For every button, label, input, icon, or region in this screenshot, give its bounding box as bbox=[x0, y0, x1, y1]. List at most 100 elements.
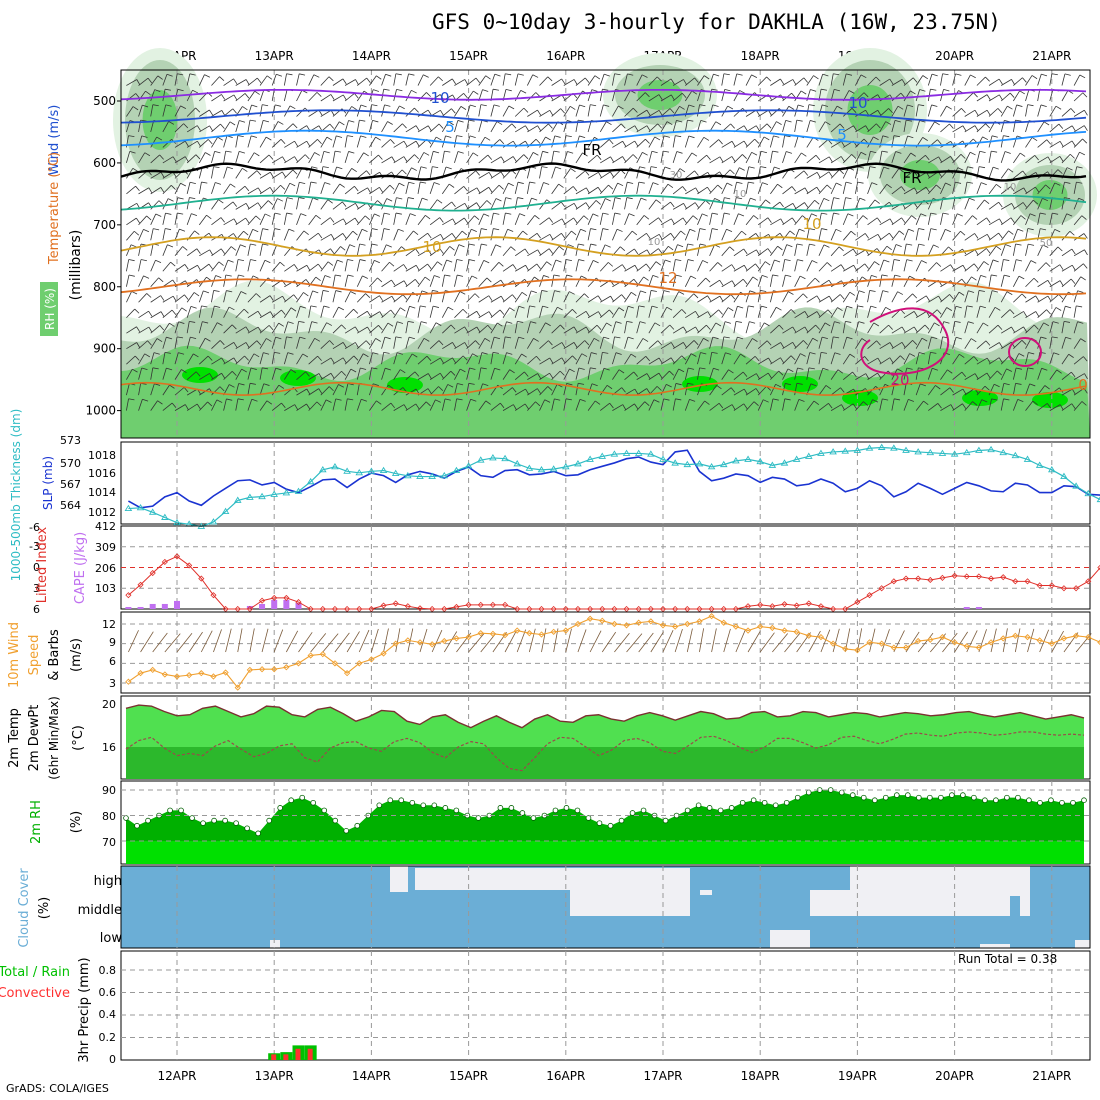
wind-barb bbox=[541, 290, 548, 292]
wind-barb bbox=[381, 337, 386, 349]
wind-barb bbox=[986, 94, 991, 100]
thickness-point bbox=[246, 493, 254, 500]
wind-barb bbox=[427, 373, 432, 379]
wind-barb bbox=[826, 184, 832, 190]
wind-barb bbox=[763, 136, 770, 141]
wind-barb bbox=[1013, 311, 1024, 319]
wind-barb bbox=[964, 233, 975, 241]
wind-barb bbox=[495, 244, 502, 248]
wind-barb bbox=[991, 150, 998, 153]
wind-barb bbox=[534, 215, 540, 220]
wind-barb bbox=[138, 215, 147, 226]
wind-barb bbox=[879, 108, 889, 117]
wind-barb bbox=[375, 136, 381, 141]
wind-barb bbox=[1083, 263, 1088, 269]
wind-barb bbox=[235, 342, 247, 350]
wind-barb bbox=[636, 305, 640, 318]
wind-barb bbox=[608, 184, 614, 190]
wind-barb bbox=[643, 276, 649, 281]
wind-barb bbox=[751, 74, 758, 78]
wind-speed-point bbox=[975, 644, 983, 651]
wind-barb bbox=[271, 295, 283, 303]
wind-barb bbox=[845, 320, 852, 323]
wind-barb bbox=[825, 385, 832, 390]
rh2m-point bbox=[717, 807, 724, 814]
wind-barb bbox=[901, 326, 906, 333]
wind-barb bbox=[925, 186, 930, 193]
wind-barb bbox=[271, 184, 281, 195]
wind-barb bbox=[988, 259, 994, 272]
wind-barb bbox=[561, 357, 566, 364]
wind-barb-10m bbox=[298, 632, 313, 653]
wind-barb bbox=[472, 152, 479, 157]
wind-barb bbox=[806, 400, 815, 411]
wind-barb bbox=[806, 311, 818, 319]
wind-barb bbox=[330, 94, 335, 100]
wind-barb bbox=[804, 202, 809, 208]
wind-barb bbox=[502, 73, 506, 86]
wind-barb bbox=[429, 248, 441, 257]
wind-barb bbox=[767, 217, 772, 223]
wind-barb bbox=[699, 243, 706, 246]
wind-barb bbox=[615, 321, 622, 324]
wind-barb bbox=[138, 326, 150, 334]
cape-bar bbox=[295, 602, 302, 609]
wind-barb bbox=[500, 156, 505, 163]
wind-barb bbox=[1037, 262, 1047, 272]
wind-barb bbox=[359, 259, 366, 262]
wind-barb bbox=[354, 326, 359, 333]
wind-barb bbox=[737, 305, 744, 309]
wind-barb bbox=[697, 186, 708, 195]
wind-barb bbox=[369, 295, 380, 303]
wind-barb bbox=[675, 135, 682, 138]
wind-barb bbox=[502, 294, 513, 303]
wind-barb bbox=[512, 294, 517, 300]
thickness-point bbox=[1072, 482, 1080, 489]
wind-barb bbox=[369, 213, 375, 226]
wind-barb bbox=[524, 248, 529, 255]
wind-barb bbox=[304, 154, 310, 160]
wind-barb bbox=[700, 352, 707, 355]
wind-barb bbox=[278, 322, 284, 327]
wind-barb bbox=[834, 89, 841, 92]
wind-barb bbox=[245, 342, 250, 348]
wind-speed-point bbox=[210, 673, 217, 680]
wind-speed-point bbox=[1072, 632, 1080, 639]
wind-barb bbox=[325, 399, 332, 403]
wind-barb bbox=[308, 139, 318, 148]
wind-barb bbox=[903, 104, 908, 117]
wind-barb bbox=[813, 400, 820, 405]
wind-barb-10m bbox=[747, 631, 761, 653]
wind-barb bbox=[830, 294, 841, 303]
wind-barb bbox=[852, 371, 857, 377]
wind-barb bbox=[235, 355, 245, 365]
wind-barb bbox=[707, 295, 712, 302]
wind-barb bbox=[777, 245, 783, 251]
wind-barb bbox=[259, 120, 264, 133]
wind-barb-10m bbox=[541, 628, 547, 653]
wind-barb bbox=[183, 387, 189, 393]
wind-barb bbox=[478, 260, 485, 272]
wind-barb bbox=[138, 229, 144, 241]
cloud-level-label: low bbox=[100, 931, 123, 946]
wind-barb bbox=[952, 371, 963, 380]
thickness-point bbox=[999, 448, 1007, 456]
lifted-index-point bbox=[1073, 585, 1080, 592]
lifted-index-point bbox=[939, 574, 946, 581]
wind-barb bbox=[624, 213, 630, 225]
wind-barb bbox=[142, 398, 149, 402]
wind-barb bbox=[232, 201, 238, 207]
wind-barb bbox=[697, 277, 707, 288]
lifted-index-point bbox=[902, 575, 910, 582]
wind-barb bbox=[271, 244, 278, 256]
wind-barb bbox=[330, 373, 335, 379]
wind-barb bbox=[974, 125, 979, 131]
wind-barb bbox=[211, 399, 218, 411]
wind-barb bbox=[721, 352, 726, 365]
thickness-point bbox=[877, 443, 886, 450]
wind-barb bbox=[683, 326, 687, 333]
wind-barb bbox=[721, 321, 726, 334]
wind-barb bbox=[509, 369, 515, 374]
wind-barb bbox=[563, 342, 575, 350]
wind-barb bbox=[979, 150, 986, 154]
